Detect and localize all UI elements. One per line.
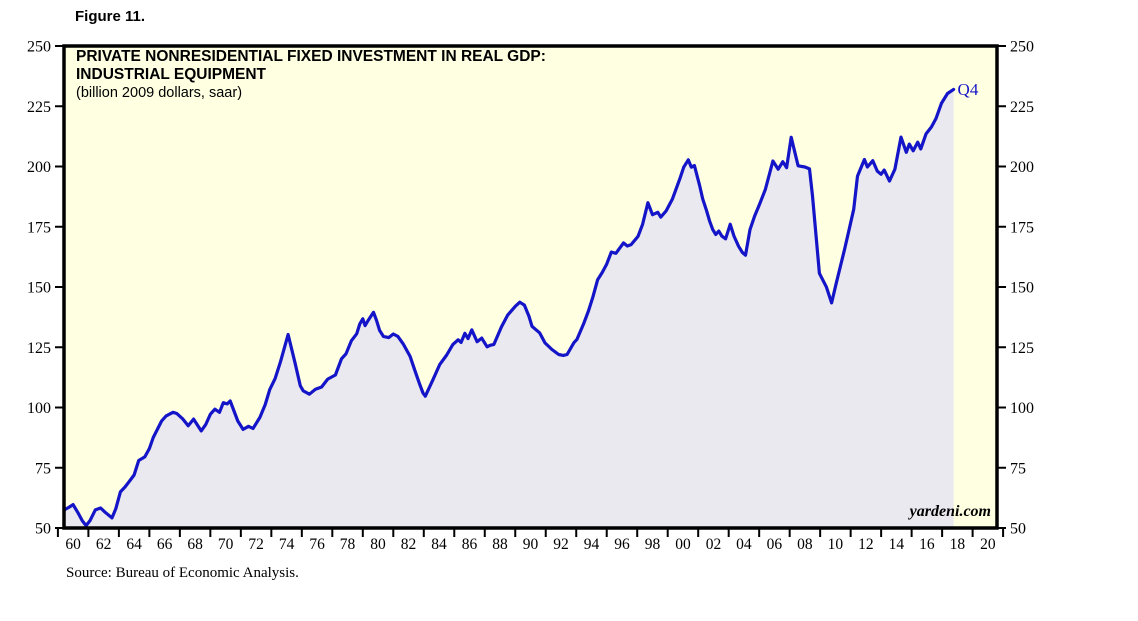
source-note: Source: Bureau of Economic Analysis.	[66, 565, 299, 581]
y-axis-label-right: 225	[1010, 99, 1034, 116]
x-axis-label: 62	[96, 536, 112, 553]
x-axis-label: 84	[431, 536, 447, 553]
chart-title: PRIVATE NONRESIDENTIAL FIXED INVESTMENT …	[76, 48, 546, 83]
x-axis-label: 80	[370, 536, 386, 553]
y-axis-label-left: 100	[27, 400, 51, 417]
x-axis-label: 10	[828, 536, 844, 553]
x-axis-label: 64	[126, 536, 142, 553]
area-fill	[64, 89, 954, 529]
data-line	[62, 87, 956, 528]
chart-title-line1: PRIVATE NONRESIDENTIAL FIXED INVESTMENT …	[76, 48, 546, 65]
x-axis-label: 00	[675, 536, 691, 553]
x-axis-label: 88	[492, 536, 508, 553]
y-axis-label-right: 200	[1010, 159, 1034, 176]
x-axis-label: 74	[279, 536, 295, 553]
x-axis-label: 78	[340, 536, 356, 553]
x-axis-label: 92	[553, 536, 569, 553]
x-axis-label: 90	[523, 536, 539, 553]
x-axis-label: 70	[218, 536, 234, 553]
y-axis-label-right: 175	[1010, 219, 1034, 236]
x-axis-label: 60	[65, 536, 81, 553]
chart-title-line2: INDUSTRIAL EQUIPMENT	[76, 65, 267, 83]
x-axis-label: 72	[248, 536, 264, 553]
y-axis-label-left: 175	[27, 219, 51, 236]
x-axis-label: 06	[767, 536, 783, 553]
x-axis-label: 68	[187, 536, 203, 553]
y-axis-label-right: 100	[1010, 400, 1034, 417]
figure-label: Figure 11.	[75, 8, 146, 25]
y-axis-label-left: 225	[27, 99, 51, 116]
x-axis-label: 82	[401, 536, 417, 553]
y-axis-label-left: 75	[35, 460, 51, 477]
chart-subtitle: (billion 2009 dollars, saar)	[76, 85, 243, 101]
x-axis-label: 18	[950, 536, 966, 553]
x-axis-label: 76	[309, 536, 325, 553]
x-axis-label: 98	[645, 536, 661, 553]
series-end-label: Q4	[957, 80, 979, 100]
x-axis-label: 86	[462, 536, 478, 553]
y-axis-label-right: 125	[1010, 340, 1034, 357]
x-axis-label: 20	[980, 536, 996, 553]
x-axis-label: 14	[889, 536, 905, 553]
x-axis-label: 94	[584, 536, 600, 553]
x-axis-label: 08	[797, 536, 813, 553]
y-axis-label-left: 150	[27, 280, 51, 297]
y-axis-label-left: 125	[27, 340, 51, 357]
x-axis-label: 04	[736, 536, 752, 553]
y-axis-label-right: 250	[1010, 39, 1034, 56]
y-axis-label-right: 150	[1010, 280, 1034, 297]
y-axis-label-left: 250	[27, 39, 51, 56]
x-axis-label: 16	[919, 536, 935, 553]
y-axis-label-right: 50	[1010, 521, 1026, 538]
yardeni-watermark: yardeni.com	[909, 503, 991, 520]
x-axis-label: 12	[858, 536, 874, 553]
x-axis-label: 02	[706, 536, 722, 553]
y-axis-label-left: 50	[35, 521, 51, 538]
y-axis-label-left: 200	[27, 159, 51, 176]
x-axis-label: 66	[157, 536, 173, 553]
x-axis-label: 96	[614, 536, 630, 553]
y-axis-label-right: 75	[1010, 460, 1026, 477]
